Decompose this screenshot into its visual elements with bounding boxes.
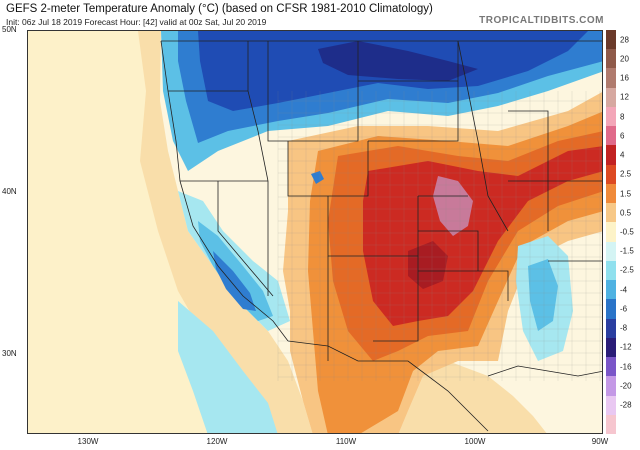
colorbar-segment — [606, 87, 616, 108]
colorbar-label: 8 — [620, 112, 625, 122]
lon-label-110w: 110W — [335, 437, 357, 446]
colorbar — [606, 30, 616, 434]
colorbar-segment — [606, 260, 616, 281]
colorbar-segment — [606, 126, 616, 146]
lon-label-90w: 90W — [591, 437, 609, 446]
colorbar-segment — [606, 318, 616, 339]
county-grid — [277, 91, 602, 381]
colorbar-label: 12 — [620, 92, 629, 102]
colorbar-segment — [606, 357, 616, 377]
colorbar-segment — [606, 395, 616, 416]
ocean-cool-patch — [178, 301, 278, 433]
colorbar-label: 1.5 — [620, 189, 632, 199]
border-east — [508, 110, 602, 262]
lon-label-130w: 130W — [77, 437, 99, 446]
colorbar-label: 20 — [620, 54, 629, 64]
colorbar-segment — [606, 183, 616, 204]
border-west-coast — [160, 40, 289, 342]
border-dakotas — [358, 41, 459, 142]
colorbar-segment — [606, 414, 616, 434]
anomaly-map[interactable] — [27, 30, 603, 434]
cool-sierra — [198, 221, 273, 321]
forecast-subtitle: Init: 06z Jul 18 2019 Forecast Hour: [42… — [6, 17, 267, 27]
border-montana — [267, 41, 359, 142]
brand-watermark: TROPICALTIDBITS.COM — [479, 15, 604, 26]
border-nm-tx — [373, 256, 419, 342]
state-borders — [160, 40, 602, 432]
colorbar-label: 16 — [620, 73, 629, 83]
border-mexico — [287, 340, 489, 432]
colorbar-segment — [606, 222, 616, 243]
colorbar-label: 2.5 — [620, 169, 632, 179]
lon-label-100w: 100W — [464, 437, 486, 446]
colorbar-segment — [606, 337, 616, 358]
cool-southeast-mid — [528, 259, 558, 331]
border-oklahoma — [418, 270, 509, 301]
colorbar-segment — [606, 164, 616, 185]
colorbar-segment — [606, 203, 616, 223]
colorbar-segment — [606, 299, 616, 320]
anomaly-map-canvas — [28, 31, 602, 433]
border-nv-ca — [217, 181, 274, 297]
colorbar-label: -4 — [620, 285, 628, 295]
colorbar-label: -6 — [620, 304, 628, 314]
lat-label-40n: 40N — [2, 187, 17, 196]
border-colorado — [327, 196, 419, 257]
colorbar-segment — [606, 145, 616, 166]
colorbar-segment — [606, 49, 616, 69]
colorbar-label: -0.5 — [620, 227, 634, 237]
colorbar-label: -1.5 — [620, 246, 634, 256]
colorbar-label: -16 — [620, 362, 632, 372]
border-gulf-coast — [487, 365, 602, 377]
colorbar-label: 4 — [620, 150, 625, 160]
lon-label-120w: 120W — [206, 437, 228, 446]
map-title: GEFS 2-meter Temperature Anomaly (°C) (b… — [6, 3, 433, 15]
colorbar-label: -2.5 — [620, 265, 634, 275]
lat-label-50n: 50N — [2, 25, 17, 34]
colorbar-label: 0.5 — [620, 208, 632, 218]
colorbar-label: -8 — [620, 323, 628, 333]
colorbar-segment — [606, 106, 616, 127]
colorbar-segment — [606, 68, 616, 89]
border-midwest — [457, 40, 509, 232]
colorbar-segment — [606, 30, 616, 50]
colorbar-label: -28 — [620, 400, 632, 410]
cool-sierra-deep — [213, 251, 256, 311]
colorbar-label: 6 — [620, 131, 625, 141]
colorbar-label: -12 — [620, 342, 632, 352]
lat-label-30n: 30N — [2, 349, 17, 358]
colorbar-segment — [606, 280, 616, 300]
map-header: GEFS 2-meter Temperature Anomaly (°C) (b… — [0, 0, 640, 30]
colorbar-segment — [606, 376, 616, 397]
colorbar-label: -20 — [620, 381, 632, 391]
border-nebraska-kansas — [418, 195, 479, 271]
colorbar-segment — [606, 241, 616, 262]
colorbar-label: 28 — [620, 35, 629, 45]
border-idaho — [247, 41, 269, 182]
cool-lake-spot — [311, 171, 324, 184]
